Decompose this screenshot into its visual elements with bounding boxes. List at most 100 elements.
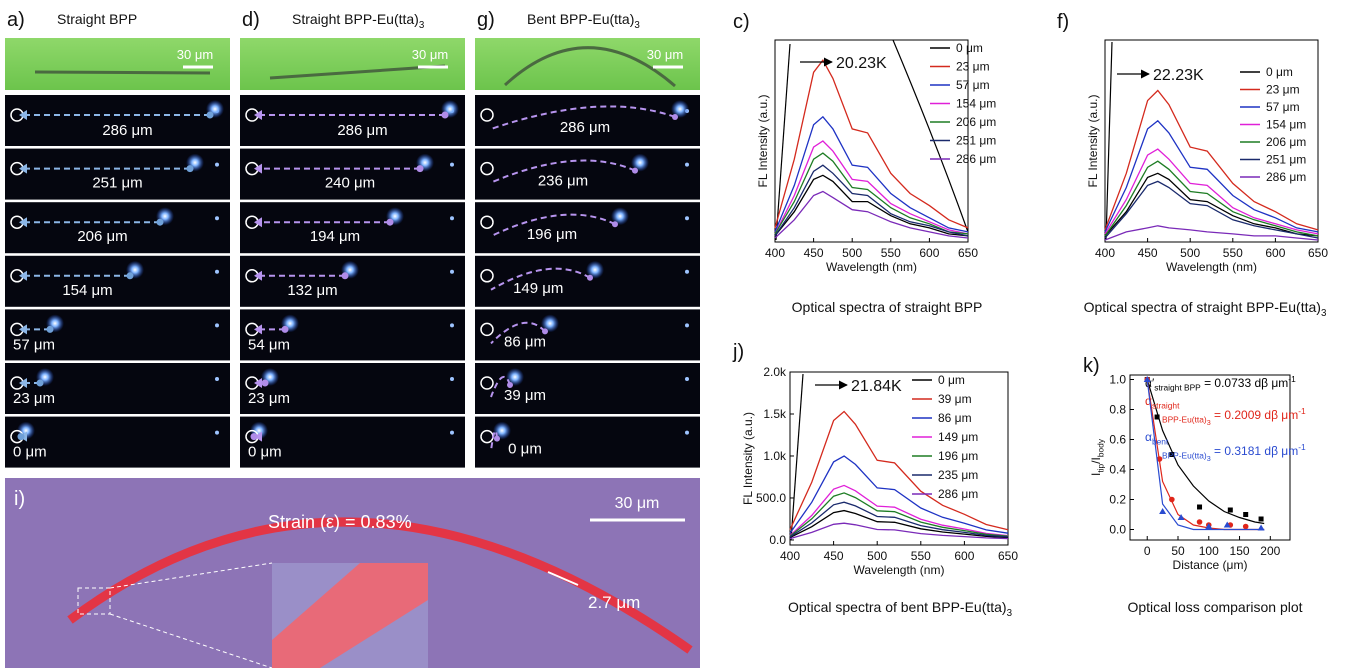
strip-bg [240, 416, 465, 468]
panel-label: g) [477, 9, 495, 31]
guide-dot [261, 379, 269, 387]
legend-label: 286 μm [956, 152, 996, 166]
distance-label: 0 μm [248, 444, 282, 461]
legend-label-part: α [1145, 430, 1152, 444]
y-tick-label: 0.4 [1109, 463, 1126, 477]
panel-title: Bent BPP-Eu(tta)3 [527, 11, 640, 31]
origin [480, 376, 494, 390]
arrow-head [19, 163, 27, 174]
guide-dot [156, 218, 164, 226]
origin [480, 108, 494, 122]
point [1169, 496, 1175, 503]
legend-label-part: = 0.0733 dβ μm [1201, 376, 1289, 390]
x-tick-label: 400 [765, 246, 785, 260]
decor-curve [790, 373, 804, 541]
distance-label: 236 μm [538, 173, 588, 190]
spectrum-line [1104, 89, 1319, 231]
point [1156, 456, 1163, 462]
strip-bg [5, 416, 230, 468]
spectrum-line [774, 152, 969, 235]
strip: 286 μm [5, 95, 230, 146]
legend-label: α′straight BPP = 0.0733 dβ μm-1 [1145, 374, 1296, 392]
legend-label: 0 μm [956, 41, 983, 55]
point [1196, 519, 1203, 525]
strip: 39 μm [475, 363, 700, 414]
strip-bg [475, 416, 700, 468]
legend-label-part: α′ [1145, 376, 1155, 390]
x-tick-label: 50 [1171, 544, 1185, 558]
glow [541, 314, 559, 333]
guide-dot [281, 325, 289, 333]
arrow-head [254, 110, 262, 120]
y-axis-label: FL Intensity (a.u.) [756, 95, 770, 188]
tip-spot [215, 269, 219, 274]
legend-label: 57 μm [1266, 100, 1300, 114]
plot-frame [774, 39, 969, 243]
scale-label: 30 μm [412, 47, 448, 62]
panel-label: k) [1083, 355, 1100, 377]
legend-label: 86 μm [938, 411, 972, 425]
panel-title: Straight BPP [57, 11, 137, 27]
point [1197, 504, 1203, 510]
legend-label: 251 μm [956, 134, 996, 148]
wire [34, 70, 211, 75]
decor-curve [775, 43, 791, 241]
spectrum-line [774, 140, 969, 235]
strip-bg [5, 255, 230, 307]
panel-label: a) [7, 9, 25, 31]
legend-label-part: α [1145, 394, 1152, 408]
arrow-head [19, 270, 27, 281]
x-axis-label: Wavelength (nm) [854, 563, 945, 577]
tip-spot [450, 430, 454, 435]
glow [631, 153, 649, 172]
zoom-line [109, 562, 273, 589]
guide-dot [542, 328, 548, 335]
fit-line [1146, 379, 1265, 531]
zoom-line [109, 613, 273, 668]
y-tick-label: 0.0 [1109, 523, 1126, 537]
spectrum-line [1104, 119, 1319, 233]
distance-label: 23 μm [13, 390, 55, 407]
strip: 132 μm [240, 255, 465, 307]
distance-label: 23 μm [248, 390, 290, 407]
guide-dot [587, 274, 593, 281]
panel-label: d) [242, 9, 260, 31]
tip-spot [215, 216, 219, 221]
caption: Optical spectra of straight BPP [792, 299, 983, 315]
guide-dot [186, 165, 194, 173]
x-tick-label: 650 [998, 549, 1018, 563]
spectrum-line [789, 484, 1009, 537]
legend-label: 286 μm [938, 487, 978, 501]
strip: 23 μm [240, 363, 465, 414]
legend-label-part: 3 [1207, 418, 1211, 427]
tip-spot [685, 430, 689, 435]
spectrum-line [1104, 180, 1319, 239]
strip-bg [240, 95, 465, 146]
panel-title-part: 3 [419, 20, 425, 31]
panel-title-part: 3 [634, 20, 640, 31]
strip-bg [5, 202, 230, 254]
point [1154, 414, 1160, 420]
x-tick-label: 450 [1138, 246, 1158, 260]
spectrum-line [774, 174, 969, 237]
point [1258, 516, 1264, 522]
y-tick-label: 1.0 [1109, 373, 1126, 387]
y-tick-label: 0.8 [1109, 403, 1126, 417]
x-axis-label: Wavelength (nm) [826, 260, 917, 274]
tip-spot [450, 162, 454, 167]
micrograph [5, 38, 230, 90]
caption-part: 3 [1321, 308, 1327, 319]
strip-bg [5, 95, 230, 146]
strip: 236 μm [475, 148, 700, 200]
x-tick-label: 200 [1260, 544, 1280, 558]
legend-label: 154 μm [1266, 118, 1306, 132]
strip-bg [475, 95, 700, 146]
strip-bg [240, 202, 465, 254]
distance-label: 149 μm [513, 280, 563, 297]
legend-label: BPP-Eu(tta)3 = 0.2009 dβ μm-1 [1162, 406, 1306, 427]
legend-label: 206 μm [956, 115, 996, 129]
spectrum-line [1104, 148, 1319, 235]
distance-label: 132 μm [287, 282, 337, 299]
arrow-head [19, 324, 27, 335]
point [1242, 523, 1249, 530]
